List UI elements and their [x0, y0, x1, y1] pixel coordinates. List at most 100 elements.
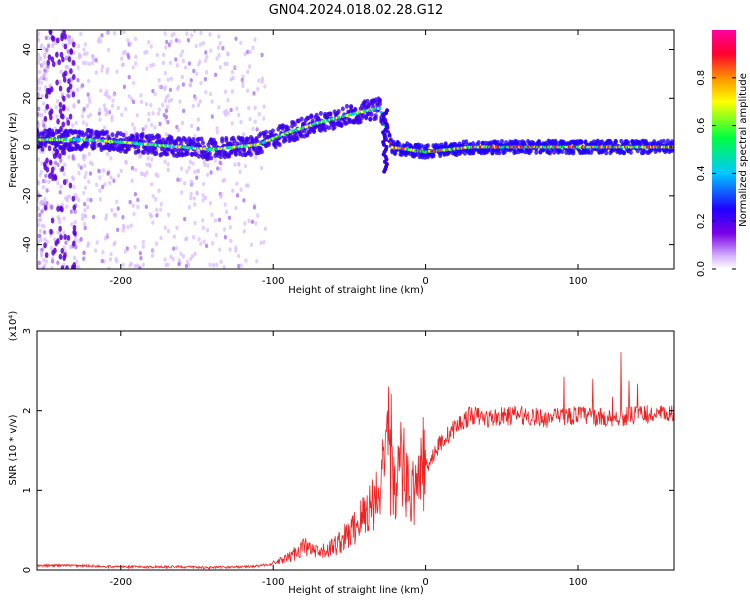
x-tick-label: -100 — [262, 276, 285, 287]
noise-point — [193, 251, 197, 256]
noise-point — [233, 162, 237, 167]
noise-point — [100, 258, 104, 264]
ridge-point — [277, 142, 282, 148]
noise-point — [91, 60, 95, 66]
noise-point — [235, 106, 239, 111]
noise-point — [182, 108, 186, 114]
noise-point — [130, 165, 135, 171]
noise-point — [39, 76, 43, 81]
noise-point — [149, 214, 154, 219]
streak-point — [55, 79, 59, 86]
ridge-point — [431, 153, 436, 159]
noise-point — [56, 215, 60, 220]
ridge-point — [131, 134, 136, 139]
ridge-point — [213, 140, 218, 146]
noise-point — [73, 219, 77, 225]
noise-point — [42, 60, 46, 65]
ridge-point — [377, 101, 382, 107]
ridge-point — [328, 111, 333, 117]
noise-point — [66, 70, 70, 75]
noise-point — [80, 216, 85, 222]
noise-point — [208, 262, 212, 267]
ridge-point — [332, 124, 337, 130]
noise-point — [139, 93, 143, 98]
noise-point — [135, 263, 139, 268]
ridge-point — [571, 150, 576, 156]
noise-point — [163, 98, 167, 104]
noise-point — [191, 253, 195, 259]
noise-point — [155, 52, 159, 58]
noise-point — [37, 33, 40, 39]
noise-point — [260, 166, 264, 171]
noise-point — [42, 46, 46, 51]
noise-point — [169, 39, 173, 45]
noise-point — [111, 98, 115, 103]
noise-point — [55, 99, 59, 104]
streak-point — [61, 113, 65, 120]
noise-point — [223, 61, 227, 67]
noise-point — [254, 221, 258, 226]
streak-point — [66, 119, 71, 126]
noise-point — [47, 35, 51, 41]
noise-point — [38, 228, 43, 234]
noise-point — [73, 209, 77, 214]
noise-point — [83, 225, 87, 231]
noise-point — [110, 117, 114, 123]
noise-point — [234, 36, 238, 41]
noise-point — [103, 182, 107, 187]
noise-point — [233, 64, 237, 70]
cb-tick-label: 0.0 — [696, 261, 707, 277]
streak-point — [45, 166, 50, 173]
noise-point — [82, 221, 87, 227]
noise-point — [46, 64, 50, 69]
noise-point — [201, 181, 206, 187]
noise-point — [126, 224, 130, 230]
noise-point — [141, 127, 145, 132]
noise-point — [129, 223, 133, 228]
noise-point — [94, 70, 98, 75]
ridge-point — [353, 107, 358, 113]
noise-point — [247, 218, 251, 224]
noise-point — [199, 81, 203, 86]
noise-point — [219, 194, 223, 200]
ridge-point — [635, 148, 640, 154]
streak-point — [63, 70, 68, 77]
noise-point — [150, 253, 155, 258]
streak-point — [60, 206, 64, 213]
noise-point — [133, 126, 137, 131]
noise-point — [101, 168, 106, 173]
noise-point — [139, 255, 143, 261]
noise-point — [94, 58, 98, 63]
noise-point — [108, 180, 112, 186]
y-tick-label: -20 — [22, 188, 33, 204]
streak-point — [62, 104, 66, 111]
noise-point — [224, 209, 229, 215]
ridge-point — [242, 147, 247, 153]
noise-point — [174, 38, 179, 43]
noise-point — [126, 38, 130, 43]
noise-point — [263, 84, 267, 89]
noise-point — [245, 49, 250, 55]
noise-point — [99, 39, 103, 44]
noise-point — [150, 157, 154, 162]
noise-point — [210, 99, 214, 104]
noise-point — [80, 114, 85, 119]
noise-point — [89, 112, 93, 118]
noise-point — [206, 163, 210, 168]
noise-point — [37, 260, 41, 266]
noise-point — [187, 205, 191, 210]
noise-point — [197, 237, 201, 242]
noise-point — [63, 162, 67, 167]
colorbar-ticks: 0.0 0.2 0.4 0.6 0.8 — [696, 70, 736, 277]
snr-line — [37, 352, 674, 570]
noise-point — [161, 60, 166, 66]
ridge-point — [92, 141, 97, 147]
ridge-point — [89, 131, 94, 137]
noise-point — [203, 58, 208, 64]
noise-point — [177, 39, 181, 44]
noise-point — [184, 236, 188, 242]
noise-point — [163, 31, 167, 36]
x-tick-label: -200 — [109, 577, 132, 588]
ridge-point — [233, 151, 238, 157]
